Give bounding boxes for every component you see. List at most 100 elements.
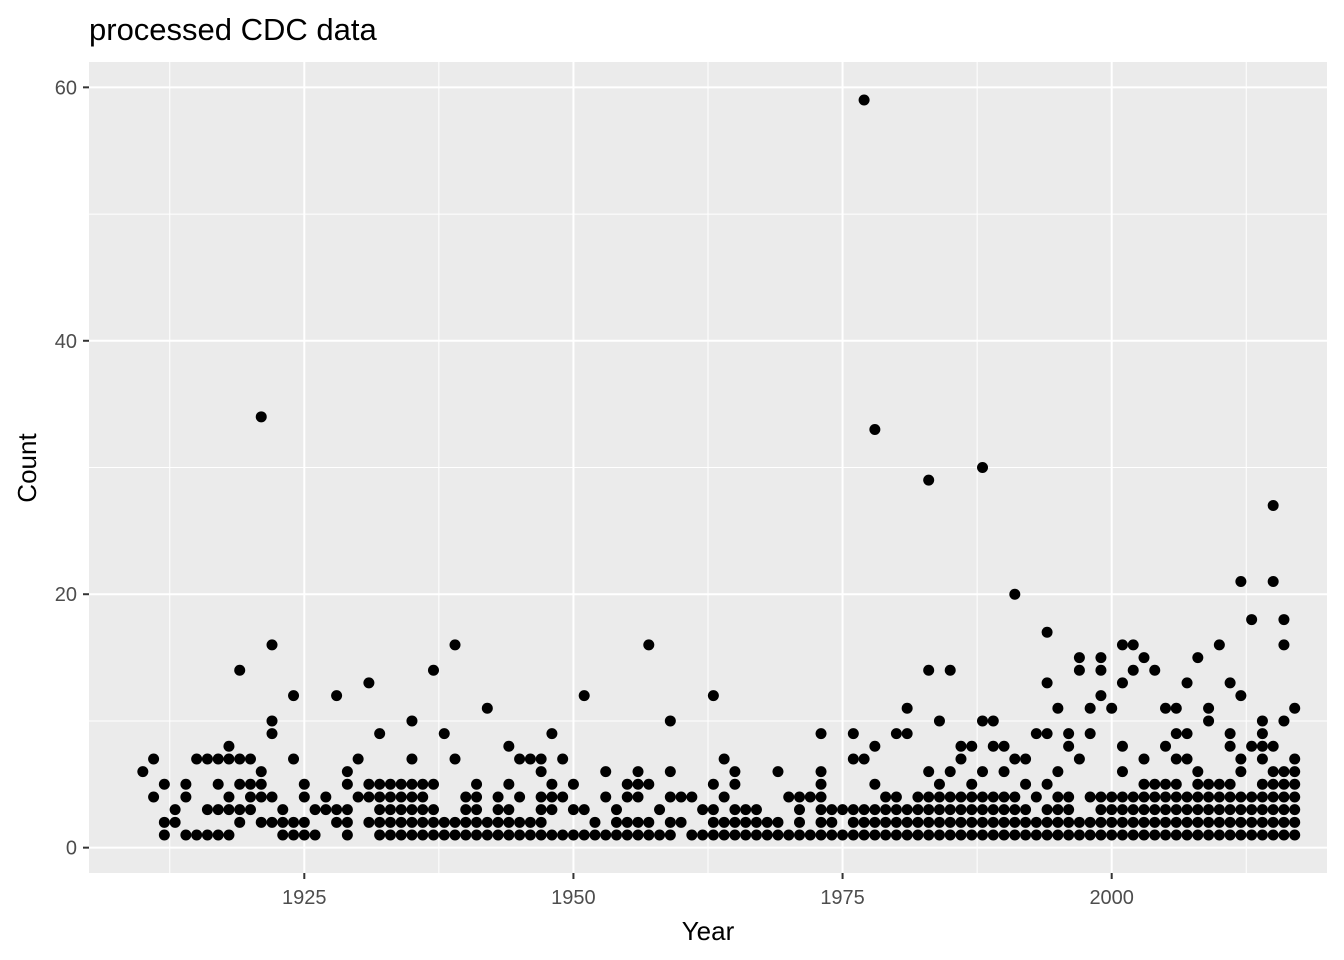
data-point (1063, 728, 1075, 740)
data-point (427, 829, 439, 841)
data-point (180, 791, 192, 803)
data-point (1224, 778, 1236, 790)
data-points (137, 94, 1301, 841)
data-point (1170, 702, 1182, 714)
data-point (277, 829, 289, 841)
data-point (794, 816, 806, 828)
data-point (492, 791, 504, 803)
data-point (869, 423, 881, 435)
data-point (341, 816, 353, 828)
data-point (923, 474, 935, 486)
data-point (471, 816, 483, 828)
data-point (1073, 652, 1085, 664)
data-point (212, 829, 224, 841)
data-point (718, 791, 730, 803)
data-point (923, 664, 935, 676)
data-point (1256, 816, 1268, 828)
data-point (1256, 728, 1268, 740)
data-point (632, 791, 644, 803)
data-point (567, 804, 579, 816)
data-point (1267, 816, 1279, 828)
data-point (1160, 816, 1172, 828)
data-point (1181, 677, 1193, 689)
data-point (1224, 816, 1236, 828)
data-point (966, 804, 978, 816)
data-point (933, 778, 945, 790)
data-point (1106, 816, 1118, 828)
data-point (1106, 791, 1118, 803)
data-point (869, 829, 881, 841)
data-point (987, 829, 999, 841)
data-point (804, 791, 816, 803)
data-point (944, 664, 956, 676)
data-point (481, 702, 493, 714)
data-point (158, 778, 170, 790)
data-point (621, 791, 633, 803)
data-point (1084, 728, 1096, 740)
data-point (1289, 766, 1301, 778)
data-point (223, 804, 235, 816)
data-point (880, 804, 892, 816)
data-point (729, 829, 741, 841)
data-point (309, 829, 321, 841)
data-point (1063, 816, 1075, 828)
data-point (933, 816, 945, 828)
data-point (664, 791, 676, 803)
data-point (912, 829, 924, 841)
data-point (955, 740, 967, 752)
data-point (1181, 816, 1193, 828)
data-point (1256, 778, 1268, 790)
data-point (643, 778, 655, 790)
data-point (471, 778, 483, 790)
data-point (740, 804, 752, 816)
data-point (837, 804, 849, 816)
data-point (901, 702, 913, 714)
data-point (1084, 816, 1096, 828)
data-point (1203, 778, 1215, 790)
minor-gridlines (89, 62, 1327, 873)
data-point (1278, 639, 1290, 651)
data-point (212, 753, 224, 765)
data-point (1106, 702, 1118, 714)
data-point (1246, 804, 1258, 816)
data-point (1192, 816, 1204, 828)
data-point (546, 829, 558, 841)
data-point (998, 791, 1010, 803)
data-point (234, 753, 246, 765)
data-point (1235, 690, 1247, 702)
y-tick-label: 0 (66, 838, 77, 860)
data-point (890, 829, 902, 841)
data-point (632, 766, 644, 778)
data-point (1267, 576, 1279, 588)
x-axis-title: Year (682, 916, 735, 946)
data-point (395, 829, 407, 841)
data-point (1235, 576, 1247, 588)
data-point (923, 829, 935, 841)
data-point (535, 753, 547, 765)
data-point (1041, 778, 1053, 790)
data-point (987, 804, 999, 816)
data-point (987, 791, 999, 803)
data-point (1127, 804, 1139, 816)
data-point (438, 829, 450, 841)
data-point (955, 816, 967, 828)
data-point (707, 804, 719, 816)
data-point (471, 804, 483, 816)
data-point (1149, 778, 1161, 790)
data-point (1278, 816, 1290, 828)
data-point (998, 816, 1010, 828)
y-tick-label: 20 (55, 584, 77, 606)
data-point (1256, 740, 1268, 752)
data-point (944, 804, 956, 816)
data-point (944, 766, 956, 778)
data-point (890, 804, 902, 816)
data-point (740, 816, 752, 828)
data-point (772, 816, 784, 828)
data-point (675, 791, 687, 803)
data-point (395, 816, 407, 828)
data-point (546, 728, 558, 740)
data-point (1160, 804, 1172, 816)
data-point (1256, 715, 1268, 727)
data-point (912, 816, 924, 828)
data-point (557, 791, 569, 803)
